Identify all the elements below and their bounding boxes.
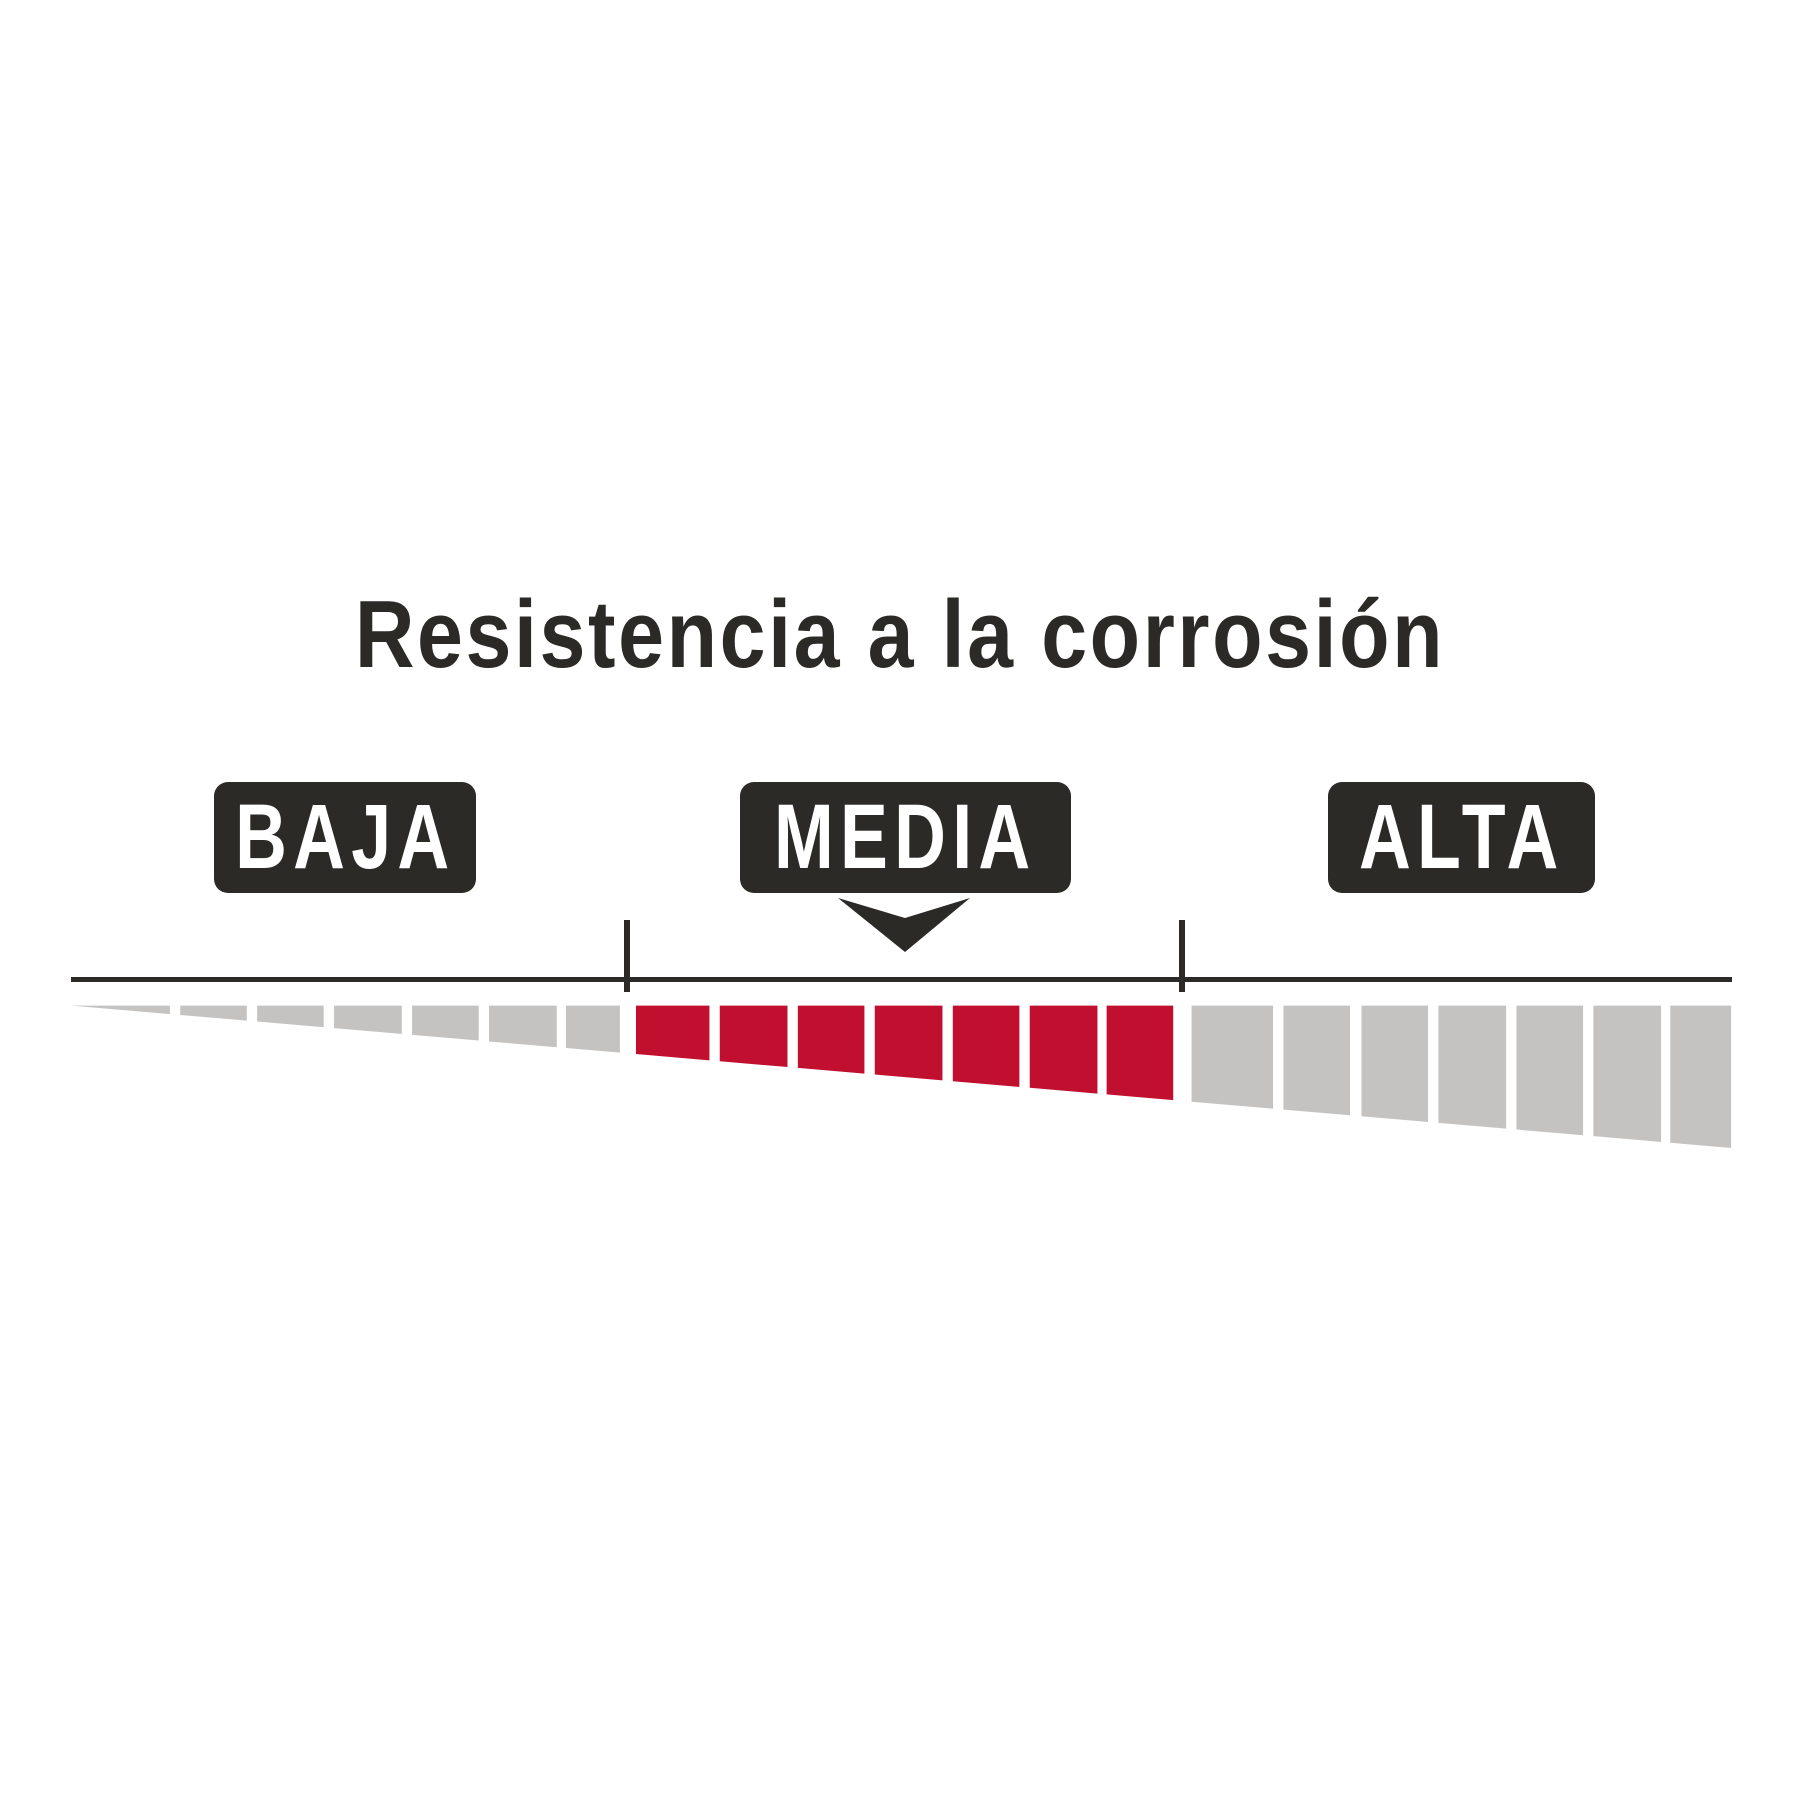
scale-segment-media — [1106, 1005, 1174, 1101]
scale-segment-baja — [489, 1005, 557, 1048]
scale-segment-alta — [1191, 1005, 1274, 1109]
scale-segment-baja — [565, 1005, 620, 1053]
scale-axis-line — [71, 977, 1732, 982]
scale-segment-baja — [71, 1005, 170, 1015]
scale-segment-alta — [1361, 1005, 1429, 1122]
scale-segment-alta — [1593, 1005, 1662, 1142]
scale-segment-media — [874, 1005, 943, 1081]
level-badge-media: MEDIA — [740, 782, 1071, 893]
scale-segment-alta — [1670, 1005, 1732, 1148]
level-badge-baja: BAJA — [214, 782, 476, 893]
diagram-title: Resistencia a la corrosión — [354, 581, 1446, 688]
scale-divider-tick — [1179, 920, 1185, 992]
scale-segment-baja — [257, 1005, 324, 1028]
level-badge-alta: ALTA — [1328, 782, 1595, 893]
scale-segment-media — [1029, 1005, 1098, 1094]
scale-segment-baja — [180, 1005, 247, 1021]
scale-divider-tick — [624, 920, 630, 992]
scale-segment-alta — [1438, 1005, 1507, 1129]
scale-segment-baja — [412, 1005, 479, 1041]
scale-segment-alta — [1283, 1005, 1350, 1116]
scale-segment-media — [635, 1005, 710, 1061]
pointer-arrow-icon — [838, 898, 970, 952]
scale-segment-media — [952, 1005, 1020, 1087]
scale-segment-media — [797, 1005, 865, 1074]
scale-segment-baja — [334, 1005, 402, 1034]
scale-segment-media — [719, 1005, 788, 1068]
scale-segment-alta — [1516, 1005, 1584, 1136]
badge-label: ALTA — [1358, 786, 1565, 888]
badge-label: BAJA — [234, 786, 456, 888]
badge-label: MEDIA — [774, 786, 1037, 888]
